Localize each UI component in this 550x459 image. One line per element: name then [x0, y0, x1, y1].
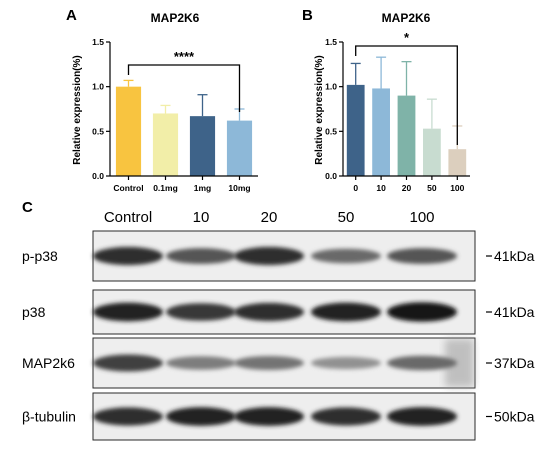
a-bar	[226, 120, 253, 176]
blot-band	[311, 356, 381, 370]
a-y-tick-label: 0.5	[92, 126, 104, 136]
panel-a-significance: ****	[127, 49, 241, 112]
a-bar	[115, 86, 142, 176]
a-x-tick-label: 1mg	[194, 183, 211, 193]
blot-row: β-tubulin 50kDa	[22, 392, 535, 441]
a-y-tick-label: 1.0	[92, 82, 104, 92]
blot-row: MAP2k6 37kDa	[22, 337, 535, 389]
blot-band	[234, 407, 304, 426]
b-x-tick-label: 0	[353, 183, 358, 193]
b-x-tick-label: 10	[376, 183, 386, 193]
blot-row: p38 41kDa	[22, 289, 535, 335]
panel-a-y-axis: 0.0 0.5 1.0 1.5	[92, 37, 111, 181]
a-significance-label: ****	[174, 49, 195, 64]
blot-size-label: 41kDa	[494, 248, 535, 264]
panel-a-title: MAP2K6	[151, 11, 200, 25]
panel-a: A MAP2K6 Relative expression(%) 0.0 0.5 1.…	[66, 7, 258, 193]
b-y-tick-label: 0.5	[325, 126, 337, 136]
blot-band	[166, 248, 236, 264]
blot-band	[311, 248, 381, 264]
b-significance-bracket	[355, 45, 458, 145]
panel-a-x-axis: Control 0.1mg 1mg 10mg	[110, 175, 258, 193]
blot-size-label: 37kDa	[494, 355, 535, 371]
blot-band	[387, 355, 457, 371]
panel-a-bars	[115, 79, 253, 176]
a-y-tick-label: 1.5	[92, 37, 104, 47]
b-x-tick-label: 100	[450, 183, 464, 193]
b-bar	[372, 88, 390, 176]
panel-b-x-axis: 0 10 20 50 100	[343, 175, 470, 193]
blot-size-label: 41kDa	[494, 304, 535, 320]
panel-a-ylabel: Relative expression(%)	[72, 55, 83, 165]
panel-b-significance: *	[355, 30, 458, 145]
blot-lane-label: 20	[261, 209, 278, 226]
blot-size-label: 50kDa	[494, 409, 535, 425]
panel-b-bars	[346, 56, 467, 176]
blot-row-label: MAP2k6	[22, 355, 75, 371]
blot-band	[234, 356, 304, 370]
a-significance-bracket	[127, 64, 241, 112]
b-bar	[448, 149, 467, 176]
b-bar	[397, 95, 416, 176]
blot-band	[311, 407, 381, 426]
blot-band	[234, 302, 304, 322]
b-x-tick-label: 20	[402, 183, 412, 193]
b-y-tick-label: 1.0	[325, 82, 337, 92]
b-bar	[346, 84, 365, 176]
blot-lane-label: 50	[338, 209, 355, 226]
panel-b-y-axis: 0.0 0.5 1.0 1.5	[325, 37, 344, 181]
blot-band	[93, 246, 163, 266]
blot-band	[93, 354, 163, 372]
a-y-tick-label: 0.0	[92, 171, 104, 181]
blot-row-label: p38	[22, 304, 46, 320]
a-x-tick-label: 10mg	[228, 183, 250, 193]
b-y-tick-label: 1.5	[325, 37, 337, 47]
b-bar	[423, 128, 441, 176]
blot-band	[387, 248, 457, 264]
blot-row-label: p-p38	[22, 248, 58, 264]
panel-b-ylabel: Relative expression(%)	[314, 55, 325, 165]
blot-band	[387, 407, 457, 426]
blot-lane-labels: Control 10 20 50 100	[104, 209, 435, 226]
blot-band	[387, 302, 457, 322]
panel-b-title: MAP2K6	[382, 11, 431, 25]
blot-band	[166, 303, 236, 321]
a-bar	[152, 113, 179, 176]
blot-lane-label: 10	[193, 209, 210, 226]
blot-band	[311, 302, 381, 322]
blot-rows: p-p38 41kDa p38 41kDa MAP2k6 37kDa β-tubulin 50…	[22, 230, 535, 441]
panel-b-letter: B	[302, 7, 313, 24]
blot-row: p-p38 41kDa	[22, 230, 535, 282]
panel-c-letter: C	[22, 199, 33, 216]
blot-band	[166, 356, 236, 370]
b-significance-label: *	[404, 30, 410, 45]
blot-band	[166, 407, 236, 426]
blot-band	[234, 246, 304, 266]
blot-band	[93, 407, 163, 426]
a-x-tick-label: 0.1mg	[153, 183, 178, 193]
b-x-tick-label: 50	[427, 183, 437, 193]
blot-band	[93, 302, 163, 322]
blot-lane-label: 100	[409, 209, 434, 226]
b-y-tick-label: 0.0	[325, 171, 337, 181]
a-x-tick-label: Control	[113, 183, 143, 193]
panel-c-western-blot: C Control 10 20 50 100 p-p38 41kDa p38 41kDa MAP…	[22, 199, 535, 441]
panel-b: B MAP2K6 Relative expression(%) 0.0 0.5 1.…	[302, 7, 470, 193]
blot-row-label: β-tubulin	[22, 409, 76, 425]
blot-lane-label: Control	[104, 209, 152, 226]
a-bar	[189, 116, 216, 176]
panel-a-letter: A	[66, 7, 77, 24]
